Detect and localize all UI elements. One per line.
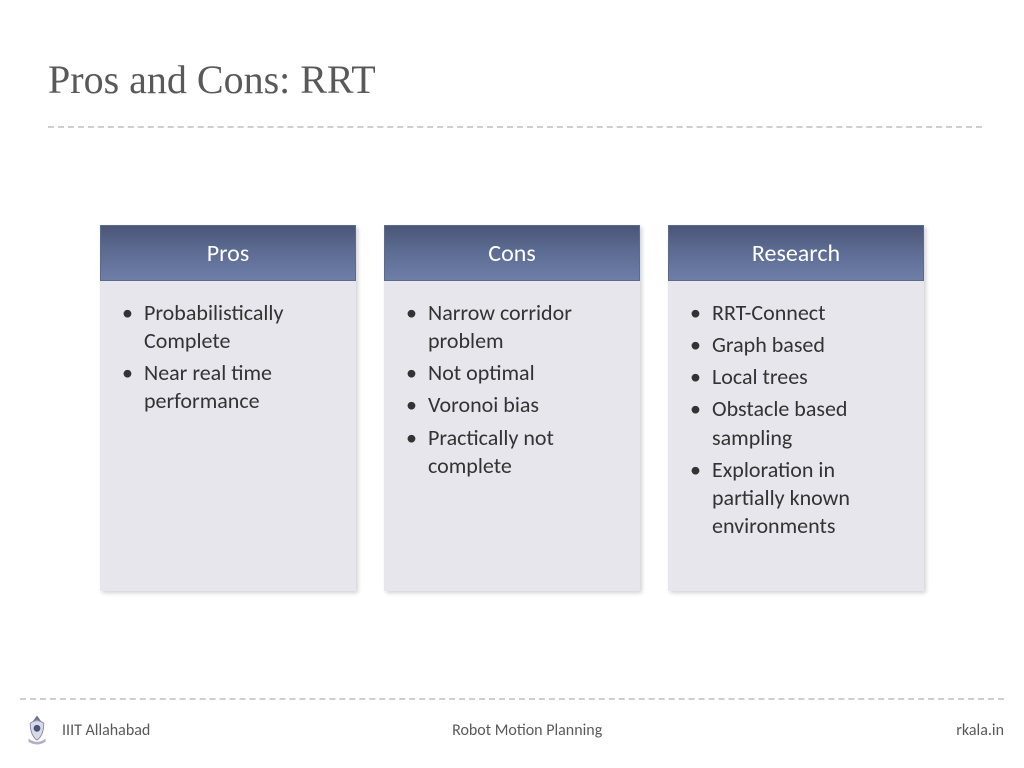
cards-row: Pros Probabilistically Complete Near rea… xyxy=(100,225,924,591)
card-header-pros: Pros xyxy=(100,225,356,281)
slide: Pros and Cons: RRT Pros Probabilisticall… xyxy=(0,0,1024,768)
card-cons: Cons Narrow corridor problem Not optimal… xyxy=(384,225,640,591)
title-divider xyxy=(48,126,982,128)
footer-divider xyxy=(20,698,1004,700)
card-pros: Pros Probabilistically Complete Near rea… xyxy=(100,225,356,591)
list-item: Narrow corridor problem xyxy=(406,299,622,355)
footer: IIIT Allahabad Robot Motion Planning rka… xyxy=(20,710,1004,750)
list-item: Near real time performance xyxy=(122,359,338,415)
list-item: Obstacle based sampling xyxy=(690,395,906,451)
footer-right-text: rkala.in xyxy=(904,721,1004,740)
institution-logo-icon xyxy=(20,713,54,747)
card-header-research: Research xyxy=(668,225,924,281)
list-item: Local trees xyxy=(690,363,906,391)
slide-title: Pros and Cons: RRT xyxy=(48,56,376,103)
card-header-cons: Cons xyxy=(384,225,640,281)
list-item: Exploration in partially known environme… xyxy=(690,456,906,540)
footer-center-text: Robot Motion Planning xyxy=(150,721,904,740)
card-body-cons: Narrow corridor problem Not optimal Voro… xyxy=(384,281,640,591)
list-item: Practically not complete xyxy=(406,424,622,480)
list-item: Voronoi bias xyxy=(406,391,622,419)
footer-left-text: IIIT Allahabad xyxy=(62,721,150,740)
card-body-research: RRT-Connect Graph based Local trees Obst… xyxy=(668,281,924,591)
list-item: RRT-Connect xyxy=(690,299,906,327)
list-item: Not optimal xyxy=(406,359,622,387)
list-item: Probabilistically Complete xyxy=(122,299,338,355)
list-item: Graph based xyxy=(690,331,906,359)
card-research: Research RRT-Connect Graph based Local t… xyxy=(668,225,924,591)
footer-left: IIIT Allahabad xyxy=(20,713,150,747)
card-body-pros: Probabilistically Complete Near real tim… xyxy=(100,281,356,591)
